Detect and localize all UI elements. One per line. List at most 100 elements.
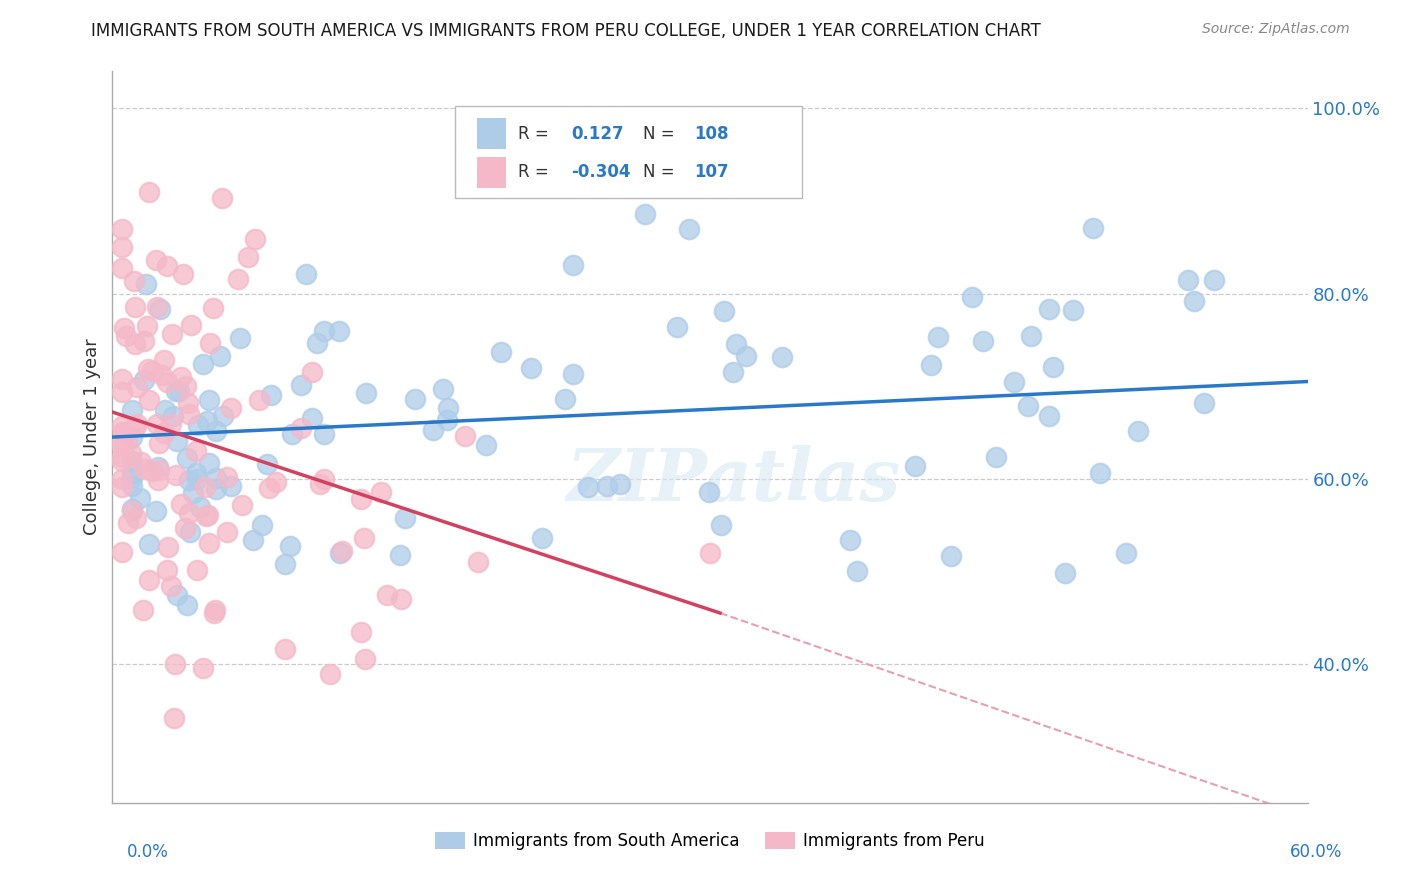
Point	[972, 334, 994, 348]
Point	[111, 384, 134, 399]
Point	[111, 434, 134, 449]
Point	[927, 330, 949, 344]
Point	[204, 603, 226, 617]
Point	[256, 457, 278, 471]
Point	[156, 259, 179, 273]
Point	[204, 470, 226, 484]
Point	[181, 485, 204, 500]
Point	[111, 371, 134, 385]
Point	[121, 470, 143, 484]
Point	[436, 412, 458, 426]
Point	[202, 606, 225, 620]
Point	[422, 423, 444, 437]
Point	[710, 518, 733, 533]
Point	[243, 232, 266, 246]
Point	[111, 260, 134, 275]
Point	[138, 186, 160, 200]
Text: IMMIGRANTS FROM SOUTH AMERICA VS IMMIGRANTS FROM PERU COLLEGE, UNDER 1 YEAR CORR: IMMIGRANTS FROM SOUTH AMERICA VS IMMIGRA…	[91, 22, 1040, 40]
Point	[124, 336, 146, 351]
Point	[186, 563, 208, 577]
Point	[1088, 466, 1111, 480]
Point	[149, 302, 172, 317]
Point	[115, 434, 138, 449]
Point	[156, 375, 179, 389]
Point	[1126, 425, 1149, 439]
Point	[1194, 396, 1216, 410]
Point	[665, 320, 688, 334]
Point	[160, 578, 183, 592]
Point	[389, 591, 412, 606]
Point	[121, 454, 143, 468]
Point	[176, 396, 198, 410]
Point	[217, 524, 239, 539]
Point	[354, 652, 377, 666]
Point	[162, 326, 184, 341]
Point	[388, 549, 411, 563]
Point	[309, 476, 332, 491]
Point	[219, 401, 242, 416]
Point	[111, 450, 134, 465]
Point	[153, 425, 176, 440]
Point	[370, 484, 392, 499]
Point	[170, 370, 193, 384]
Point	[228, 272, 250, 286]
Point	[920, 358, 942, 372]
Point	[697, 485, 720, 500]
Point	[1038, 409, 1060, 424]
Point	[179, 506, 201, 520]
Text: N =: N =	[643, 163, 681, 181]
Point	[467, 555, 489, 569]
Point	[174, 379, 197, 393]
Point	[153, 352, 176, 367]
Point	[191, 357, 214, 371]
Point	[138, 573, 160, 587]
Point	[198, 392, 221, 407]
Point	[195, 414, 218, 428]
Point	[217, 470, 239, 484]
Text: 0.127: 0.127	[571, 125, 624, 143]
Point	[166, 588, 188, 602]
Point	[350, 624, 373, 639]
Point	[121, 402, 143, 417]
Point	[127, 417, 149, 431]
Point	[713, 303, 735, 318]
Point	[205, 424, 228, 438]
Point	[204, 483, 226, 497]
Point	[148, 463, 170, 477]
Point	[111, 438, 134, 452]
Point	[138, 537, 160, 551]
Point	[124, 420, 146, 434]
Point	[186, 467, 208, 481]
Point	[117, 516, 139, 530]
Point	[312, 472, 335, 486]
Point	[941, 549, 963, 563]
Point	[193, 661, 215, 675]
Point	[491, 345, 513, 359]
Point	[135, 277, 157, 292]
Point	[301, 365, 323, 379]
Point	[129, 454, 152, 468]
Point	[328, 546, 350, 560]
Point	[725, 336, 748, 351]
Point	[904, 458, 927, 473]
Point	[578, 480, 600, 494]
Point	[127, 380, 149, 394]
Text: ZIPatlas: ZIPatlas	[567, 445, 901, 516]
Point	[190, 500, 212, 515]
Point	[141, 364, 163, 378]
FancyBboxPatch shape	[456, 106, 801, 198]
Point	[404, 392, 426, 406]
Point	[141, 464, 163, 478]
Point	[633, 206, 655, 220]
Point	[266, 475, 288, 490]
Point	[454, 428, 477, 442]
Point	[242, 533, 264, 547]
Point	[111, 240, 134, 254]
Point	[112, 426, 135, 441]
Point	[260, 388, 283, 402]
Point	[1115, 546, 1137, 560]
Point	[231, 498, 253, 512]
Point	[121, 501, 143, 516]
Point	[247, 392, 270, 407]
Point	[170, 497, 193, 511]
